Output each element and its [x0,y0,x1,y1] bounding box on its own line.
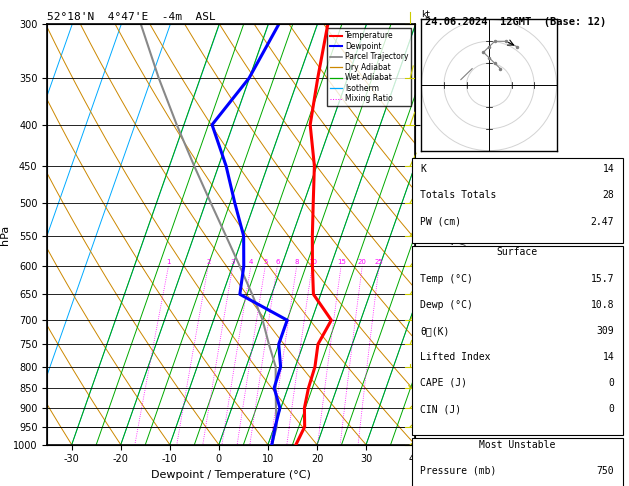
Text: Lifted Index: Lifted Index [420,352,491,362]
Text: Surface: Surface [497,247,538,258]
Text: Dewp (°C): Dewp (°C) [420,299,473,310]
Text: 2.47: 2.47 [591,217,615,226]
Text: Totals Totals: Totals Totals [420,191,497,200]
Text: 1: 1 [167,259,171,265]
Text: 28: 28 [603,191,615,200]
Text: 0: 0 [608,404,615,414]
Text: 5: 5 [263,259,267,265]
Text: Pressure (mb): Pressure (mb) [420,466,497,476]
X-axis label: Dewpoint / Temperature (°C): Dewpoint / Temperature (°C) [151,470,311,480]
Legend: Temperature, Dewpoint, Parcel Trajectory, Dry Adiabat, Wet Adiabat, Isotherm, Mi: Temperature, Dewpoint, Parcel Trajectory… [327,28,411,106]
Text: θᴄ(K): θᴄ(K) [420,326,450,336]
Text: Temp (°C): Temp (°C) [420,274,473,283]
Text: 309: 309 [597,326,615,336]
Text: 6: 6 [275,259,280,265]
Text: Most Unstable: Most Unstable [479,440,555,450]
Text: CIN (J): CIN (J) [420,404,462,414]
Y-axis label: km
ASL: km ASL [434,226,455,243]
Text: 14: 14 [603,164,615,174]
Text: CAPE (J): CAPE (J) [420,378,467,388]
Text: LCL: LCL [419,422,434,431]
Text: kt: kt [421,10,430,19]
Text: PW (cm): PW (cm) [420,217,462,226]
Text: 10: 10 [308,259,317,265]
FancyBboxPatch shape [412,438,623,486]
Text: 0: 0 [608,378,615,388]
Text: 52°18'N  4°47'E  -4m  ASL: 52°18'N 4°47'E -4m ASL [47,12,216,22]
Text: Mixing Ratio (g/kg): Mixing Ratio (g/kg) [459,228,469,308]
Text: 20: 20 [358,259,367,265]
Text: 2: 2 [206,259,211,265]
Text: 25: 25 [375,259,384,265]
FancyBboxPatch shape [412,158,623,243]
Text: 15.7: 15.7 [591,274,615,283]
Text: 14: 14 [603,352,615,362]
Text: 24.06.2024  12GMT  (Base: 12): 24.06.2024 12GMT (Base: 12) [425,17,606,27]
Text: 15: 15 [337,259,345,265]
FancyBboxPatch shape [412,246,623,435]
Text: K: K [420,164,426,174]
Text: 750: 750 [597,466,615,476]
Text: 4: 4 [249,259,253,265]
Text: 3: 3 [231,259,235,265]
Text: 8: 8 [294,259,299,265]
Y-axis label: hPa: hPa [0,225,10,244]
Text: 10.8: 10.8 [591,299,615,310]
